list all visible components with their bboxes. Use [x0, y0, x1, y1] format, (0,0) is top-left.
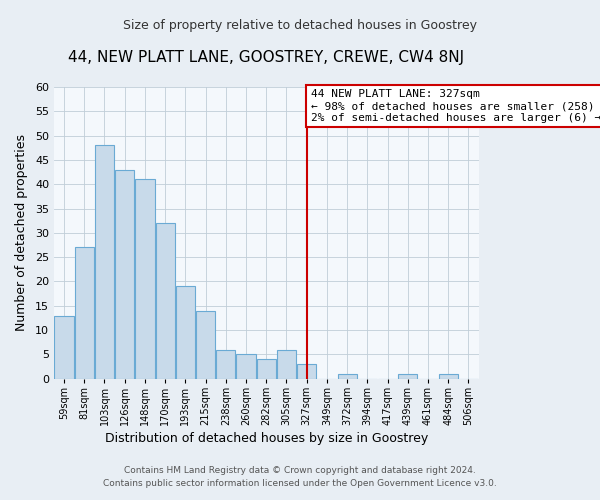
Bar [95, 146, 114, 378]
Bar [55, 316, 74, 378]
Bar [216, 350, 235, 378]
Bar [277, 350, 296, 378]
Bar [196, 310, 215, 378]
Bar [155, 223, 175, 378]
Bar [439, 374, 458, 378]
Title: 44, NEW PLATT LANE, GOOSTREY, CREWE, CW4 8NJ: 44, NEW PLATT LANE, GOOSTREY, CREWE, CW4… [68, 50, 464, 65]
Bar [136, 180, 155, 378]
Bar [338, 374, 357, 378]
Bar [236, 354, 256, 378]
Text: 44 NEW PLATT LANE: 327sqm
← 98% of detached houses are smaller (258)
2% of semi-: 44 NEW PLATT LANE: 327sqm ← 98% of detac… [311, 90, 600, 122]
Y-axis label: Number of detached properties: Number of detached properties [15, 134, 28, 332]
Bar [74, 248, 94, 378]
X-axis label: Distribution of detached houses by size in Goostrey: Distribution of detached houses by size … [104, 432, 428, 445]
Text: Size of property relative to detached houses in Goostrey: Size of property relative to detached ho… [123, 20, 477, 32]
Text: Contains HM Land Registry data © Crown copyright and database right 2024.
Contai: Contains HM Land Registry data © Crown c… [103, 466, 497, 487]
Bar [257, 360, 276, 378]
Bar [297, 364, 316, 378]
Bar [176, 286, 195, 378]
Bar [398, 374, 418, 378]
Bar [115, 170, 134, 378]
